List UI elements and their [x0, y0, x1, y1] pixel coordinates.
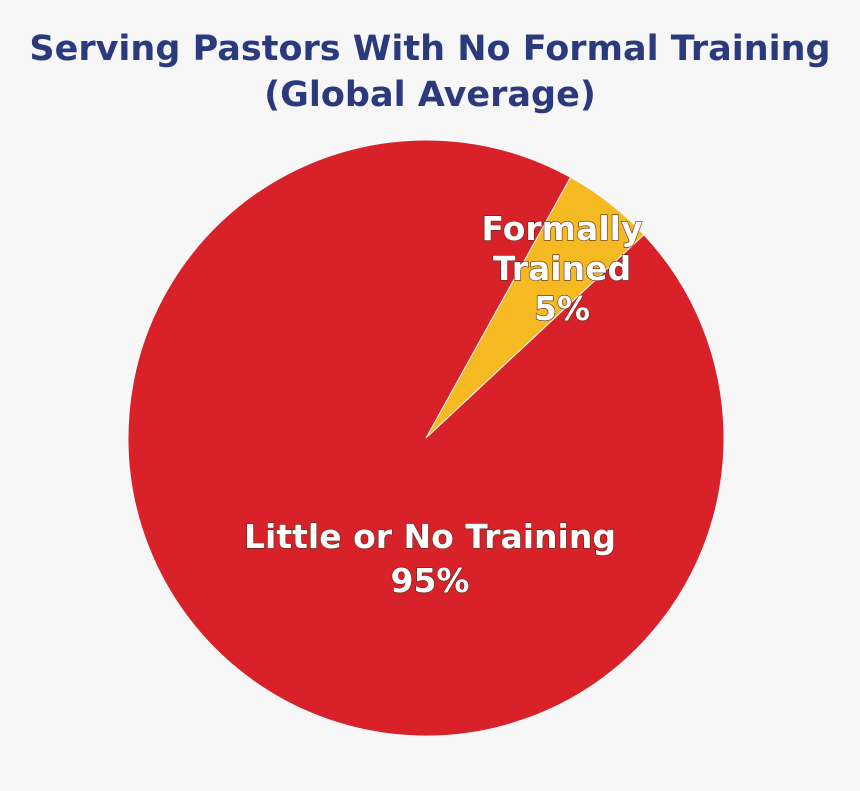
slice-label-line: Little or No Training [244, 517, 616, 556]
slice-label-line: Formally [482, 209, 643, 248]
chart-subtitle: (Global Average) [264, 75, 596, 115]
value-label: 95% [391, 561, 470, 600]
slice-label: Little or No Training [244, 517, 616, 556]
value-label: 5% [534, 289, 590, 328]
pie-slice [127, 139, 725, 737]
slice-label-line: Trained [493, 249, 631, 288]
slice-label: Formally Trained [482, 209, 643, 288]
chart-title: Serving Pastors With No Formal Training [29, 29, 830, 69]
